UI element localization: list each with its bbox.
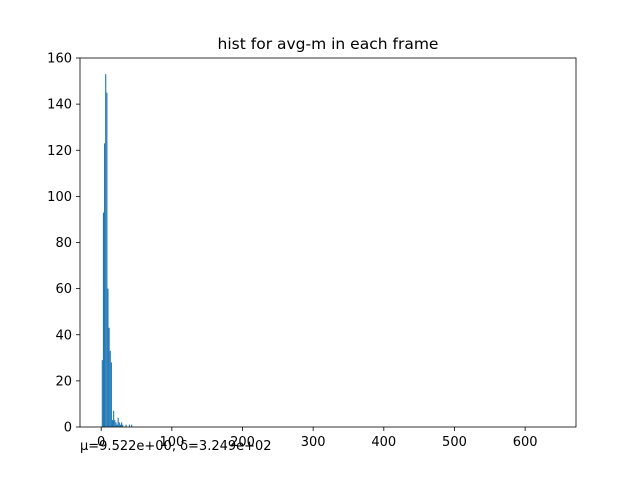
x-tick-label: 600 [513,435,538,450]
x-tick-label: 200 [230,435,255,450]
histogram-bar [107,288,109,427]
x-tick-label: 400 [371,435,396,450]
histogram-bar [131,424,133,427]
histogram-bar [104,143,106,428]
histogram-bar [111,420,114,427]
histogram-bar [114,420,116,427]
histogram-bar [119,424,121,427]
histogram-bar [101,360,103,427]
x-axis: 0 100 200 300 400 500 600 [97,427,538,450]
histogram-bar [108,327,110,427]
histogram-bar [117,417,119,427]
histogram-bar [116,424,118,427]
y-tick-label: 80 [55,236,72,251]
y-tick-label: 0 [64,421,72,436]
plot-area-frame [79,57,577,428]
x-tick-label: 100 [159,435,184,450]
y-tick-label: 140 [47,98,72,113]
y-tick-label: 60 [55,282,72,297]
histogram-bar [110,362,112,427]
x-tick-label: 0 [97,435,105,450]
y-tick-label: 120 [47,144,72,159]
histogram-bar [102,212,105,427]
histogram-bar [109,350,111,427]
histogram-bar [125,424,127,427]
histogram-bar [105,74,107,428]
histogram-bars [101,74,133,428]
histogram-bar [113,410,115,427]
histogram-bar [128,424,131,427]
y-axis: 0 20 40 60 80 100 120 140 160 [47,52,80,436]
histogram-bar [106,92,108,427]
y-tick-label: 20 [55,374,72,389]
y-tick-label: 40 [55,328,72,343]
x-tick-label: 500 [442,435,467,450]
histogram-bar [115,422,117,427]
histogram-bar [118,422,120,427]
x-tick-label: 300 [301,435,326,450]
y-tick-label: 160 [47,52,72,67]
histogram-bar [122,424,124,427]
stats-annotation: μ=9.522e+00, δ=3.249e+02 [80,439,272,454]
y-tick-label: 100 [47,190,72,205]
chart-title: hist for avg-m in each frame [218,35,439,53]
histogram-bar [120,422,123,427]
